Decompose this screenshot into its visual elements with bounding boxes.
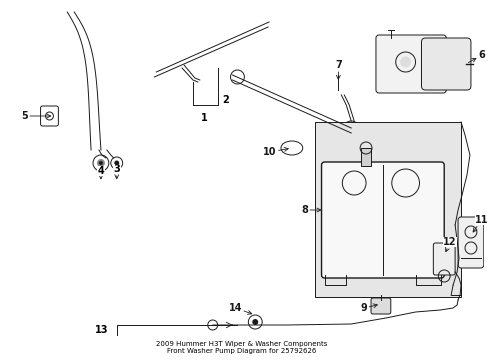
Text: 6: 6	[468, 50, 484, 63]
Text: 12: 12	[443, 237, 456, 252]
Text: 9: 9	[360, 303, 377, 313]
Text: 10: 10	[263, 147, 287, 157]
FancyBboxPatch shape	[41, 106, 58, 126]
Text: 3: 3	[113, 164, 120, 179]
Bar	[314, 122, 460, 297]
Circle shape	[400, 57, 410, 67]
Ellipse shape	[281, 141, 302, 155]
Circle shape	[346, 126, 354, 134]
Text: 11: 11	[472, 215, 488, 232]
Text: 1: 1	[201, 113, 208, 123]
Text: 5: 5	[21, 111, 51, 121]
Circle shape	[99, 161, 102, 165]
Text: 7: 7	[334, 60, 341, 79]
Bar	[360, 148, 370, 166]
Circle shape	[97, 159, 104, 167]
Text: 14: 14	[228, 303, 251, 314]
Text: 2: 2	[222, 95, 228, 105]
Circle shape	[114, 161, 119, 166]
FancyBboxPatch shape	[375, 35, 445, 93]
FancyBboxPatch shape	[457, 217, 483, 268]
FancyBboxPatch shape	[321, 162, 443, 278]
Text: 8: 8	[301, 205, 320, 215]
Text: 4: 4	[97, 166, 104, 179]
FancyBboxPatch shape	[432, 243, 454, 275]
Text: 13: 13	[95, 325, 108, 335]
Circle shape	[252, 319, 258, 325]
FancyBboxPatch shape	[421, 38, 470, 90]
Text: 2009 Hummer H3T Wiper & Washer Components
Front Washer Pump Diagram for 25792626: 2009 Hummer H3T Wiper & Washer Component…	[155, 341, 326, 354]
FancyBboxPatch shape	[370, 298, 390, 314]
